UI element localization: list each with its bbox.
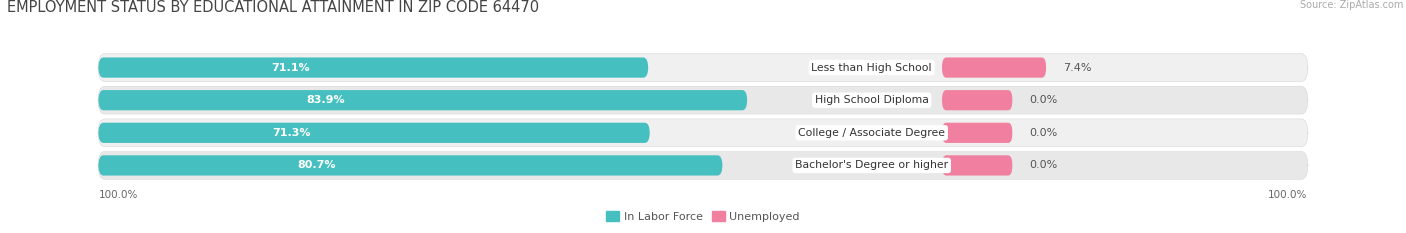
Legend: In Labor Force, Unemployed: In Labor Force, Unemployed: [606, 211, 800, 222]
FancyBboxPatch shape: [98, 155, 723, 175]
Text: 71.1%: 71.1%: [271, 63, 311, 72]
FancyBboxPatch shape: [98, 54, 1308, 82]
FancyBboxPatch shape: [98, 58, 648, 78]
Text: 80.7%: 80.7%: [298, 161, 336, 170]
Text: High School Diploma: High School Diploma: [815, 95, 928, 105]
FancyBboxPatch shape: [98, 151, 1308, 179]
FancyBboxPatch shape: [942, 58, 1046, 78]
FancyBboxPatch shape: [98, 86, 1308, 114]
Text: 83.9%: 83.9%: [307, 95, 344, 105]
FancyBboxPatch shape: [942, 155, 1012, 175]
Text: 0.0%: 0.0%: [1029, 95, 1057, 105]
Text: 0.0%: 0.0%: [1029, 161, 1057, 170]
Text: 7.4%: 7.4%: [1063, 63, 1091, 72]
Text: Bachelor's Degree or higher: Bachelor's Degree or higher: [796, 161, 948, 170]
Text: 100.0%: 100.0%: [98, 190, 138, 200]
Text: Source: ZipAtlas.com: Source: ZipAtlas.com: [1299, 0, 1403, 10]
FancyBboxPatch shape: [98, 90, 747, 110]
Text: EMPLOYMENT STATUS BY EDUCATIONAL ATTAINMENT IN ZIP CODE 64470: EMPLOYMENT STATUS BY EDUCATIONAL ATTAINM…: [7, 0, 538, 15]
Text: 100.0%: 100.0%: [1268, 190, 1308, 200]
Text: Less than High School: Less than High School: [811, 63, 932, 72]
FancyBboxPatch shape: [98, 119, 1308, 147]
FancyBboxPatch shape: [98, 123, 650, 143]
Text: 0.0%: 0.0%: [1029, 128, 1057, 138]
Text: 71.3%: 71.3%: [273, 128, 311, 138]
FancyBboxPatch shape: [942, 123, 1012, 143]
FancyBboxPatch shape: [942, 90, 1012, 110]
Text: College / Associate Degree: College / Associate Degree: [799, 128, 945, 138]
